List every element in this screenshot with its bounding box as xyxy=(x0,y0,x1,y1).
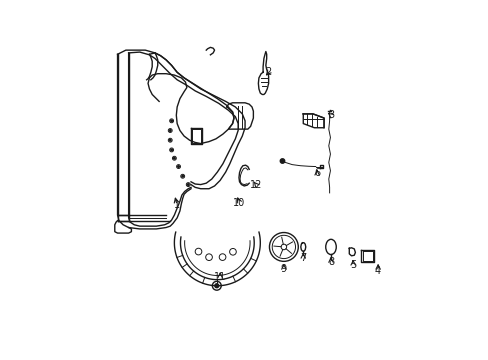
Circle shape xyxy=(173,157,175,159)
Text: 2: 2 xyxy=(265,67,271,77)
Text: 10: 10 xyxy=(233,198,245,208)
Text: 11: 11 xyxy=(214,273,226,283)
Circle shape xyxy=(182,175,183,177)
Text: 3: 3 xyxy=(327,110,333,120)
Text: 9: 9 xyxy=(280,264,286,274)
Circle shape xyxy=(187,184,189,185)
Circle shape xyxy=(214,284,218,288)
Text: 6: 6 xyxy=(313,168,320,179)
Circle shape xyxy=(170,120,172,122)
Text: 4: 4 xyxy=(374,266,381,275)
Text: 5: 5 xyxy=(349,260,356,270)
Text: 8: 8 xyxy=(327,257,333,267)
Circle shape xyxy=(177,166,179,167)
Circle shape xyxy=(170,149,172,151)
Text: 12: 12 xyxy=(249,180,262,190)
Text: 7: 7 xyxy=(300,253,306,263)
Text: 1: 1 xyxy=(174,201,180,210)
Circle shape xyxy=(280,159,284,163)
Circle shape xyxy=(169,130,171,131)
Circle shape xyxy=(169,139,171,141)
